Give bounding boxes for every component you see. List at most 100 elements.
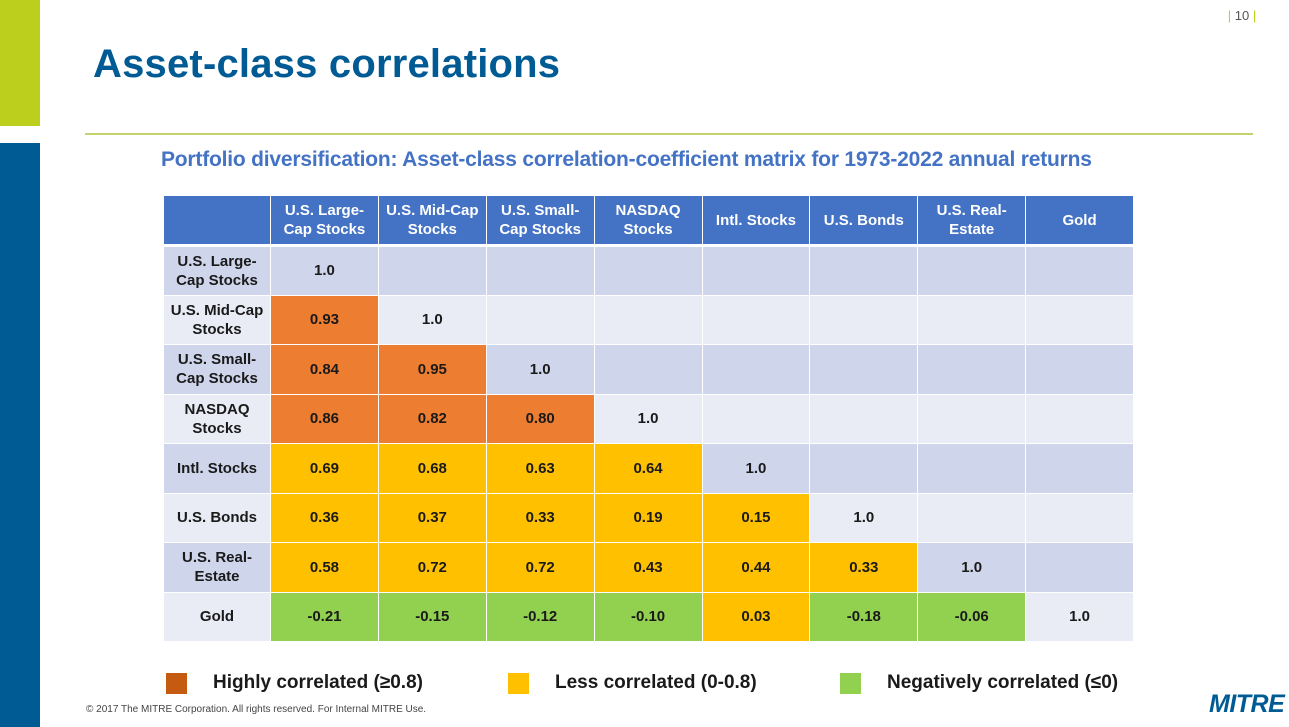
matrix-cell: 0.72 <box>485 542 595 593</box>
matrix-cell: 0.03 <box>701 591 811 642</box>
matrix-cell: 0.72 <box>377 542 487 593</box>
matrix-cell <box>593 245 703 296</box>
matrix-cell: -0.21 <box>270 591 379 642</box>
matrix-cell: -0.18 <box>809 591 919 642</box>
matrix-row: Gold -0.21 -0.15 -0.12 -0.10 0.03 -0.18 -0.06 1.… <box>163 591 1134 642</box>
matrix-cell: 0.15 <box>701 492 811 543</box>
matrix-cell: 1.0 <box>270 245 379 296</box>
matrix-cell: 0.80 <box>485 393 595 444</box>
column-header: NASDAQ Stocks <box>593 195 703 247</box>
matrix-cell: 0.44 <box>701 542 811 593</box>
matrix-cell: 1.0 <box>809 492 919 543</box>
matrix-cell: 0.95 <box>377 344 487 395</box>
column-header: U.S. Large-Cap Stocks <box>270 195 379 247</box>
matrix-cell <box>917 492 1027 543</box>
column-header: U.S. Real-Estate <box>917 195 1027 247</box>
matrix-cell <box>809 393 919 444</box>
legend-swatch <box>166 672 187 694</box>
title-divider <box>85 133 1253 135</box>
matrix-cell: -0.12 <box>485 591 595 642</box>
matrix-cell <box>917 344 1027 395</box>
row-header: U.S. Small-Cap Stocks <box>163 344 271 395</box>
matrix-cell <box>701 294 811 345</box>
matrix-cell <box>917 443 1027 494</box>
accent-bar-green <box>0 0 40 126</box>
matrix-cell <box>701 344 811 395</box>
matrix-cell: 1.0 <box>377 294 487 345</box>
row-header: U.S. Large-Cap Stocks <box>163 245 271 296</box>
matrix-cell <box>701 393 811 444</box>
legend-label: Less correlated (0-0.8) <box>555 672 757 693</box>
correlation-matrix: U.S. Large-Cap Stocks U.S. Mid-Cap Stock… <box>163 195 1134 642</box>
footer-copyright: © 2017 The MITRE Corporation. All rights… <box>86 704 427 715</box>
matrix-cell: 0.93 <box>270 294 379 345</box>
matrix-cell <box>593 344 703 395</box>
matrix-cell: 0.63 <box>485 443 595 494</box>
matrix-cell: 0.64 <box>593 443 703 494</box>
matrix-cell <box>485 245 595 296</box>
matrix-cell: 1.0 <box>593 393 703 444</box>
row-header: U.S. Mid-Cap Stocks <box>163 294 271 345</box>
matrix-cell: 0.86 <box>270 393 379 444</box>
matrix-cell <box>377 245 487 296</box>
row-header: Intl. Stocks <box>163 443 271 494</box>
matrix-cell <box>809 443 919 494</box>
matrix-cell: -0.10 <box>593 591 703 642</box>
matrix-subtitle: Portfolio diversification: Asset-class c… <box>161 148 1092 171</box>
row-header: U.S. Bonds <box>163 492 271 543</box>
column-header: Gold <box>1025 195 1134 247</box>
legend-label: Negatively correlated (≤0) <box>887 672 1119 693</box>
matrix-cell: 1.0 <box>1025 591 1134 642</box>
matrix-row: U.S. Real-Estate 0.58 0.72 0.72 0.43 0.44 0.33… <box>163 542 1134 593</box>
matrix-cell <box>593 294 703 345</box>
row-header: Gold <box>163 591 271 642</box>
matrix-cell <box>1025 542 1134 593</box>
matrix-cell <box>1025 294 1134 345</box>
matrix-row: U.S. Mid-Cap Stocks 0.93 1.0 <box>163 294 1134 345</box>
matrix-cell <box>809 294 919 345</box>
accent-bar-blue <box>0 143 40 727</box>
matrix-cell <box>1025 344 1134 395</box>
legend-item-less: Less correlated (0-0.8) <box>508 670 757 696</box>
slide-title: Asset-class correlations <box>93 42 561 86</box>
matrix-cell: -0.15 <box>377 591 487 642</box>
matrix-cell <box>1025 492 1134 543</box>
matrix-cell: 0.58 <box>270 542 379 593</box>
matrix-row: U.S. Bonds 0.36 0.37 0.33 0.19 0.15 1.0 <box>163 492 1134 543</box>
matrix-cell: 1.0 <box>485 344 595 395</box>
mitre-logo: MITRE <box>1209 690 1285 718</box>
legend-item-high: Highly correlated (≥0.8) <box>166 670 423 696</box>
legend-swatch <box>508 672 529 694</box>
matrix-cell: 0.33 <box>809 542 919 593</box>
column-header: U.S. Small-Cap Stocks <box>485 195 595 247</box>
row-header: U.S. Real-Estate <box>163 542 271 593</box>
matrix-cell <box>917 294 1027 345</box>
matrix-cell <box>1025 245 1134 296</box>
matrix-cell: -0.06 <box>917 591 1027 642</box>
legend-swatch <box>840 672 861 694</box>
legend-item-negative: Negatively correlated (≤0) <box>840 670 1118 696</box>
matrix-row: U.S. Large-Cap Stocks 1.0 <box>163 245 1134 296</box>
matrix-cell <box>485 294 595 345</box>
matrix-cell: 0.19 <box>593 492 703 543</box>
legend-label: Highly correlated (≥0.8) <box>213 672 423 693</box>
matrix-row: U.S. Small-Cap Stocks 0.84 0.95 1.0 <box>163 344 1134 395</box>
matrix-cell: 0.43 <box>593 542 703 593</box>
matrix-cell: 0.82 <box>377 393 487 444</box>
matrix-cell <box>809 245 919 296</box>
matrix-cell <box>1025 393 1134 444</box>
column-header: Intl. Stocks <box>701 195 811 247</box>
page-number: | 10 | <box>1227 8 1257 23</box>
column-header: U.S. Mid-Cap Stocks <box>377 195 487 247</box>
matrix-cell <box>1025 443 1134 494</box>
matrix-cell: 0.68 <box>377 443 487 494</box>
matrix-cell: 0.33 <box>485 492 595 543</box>
matrix-header-row: U.S. Large-Cap Stocks U.S. Mid-Cap Stock… <box>163 195 1134 247</box>
matrix-cell: 1.0 <box>917 542 1027 593</box>
matrix-cell: 0.37 <box>377 492 487 543</box>
matrix-corner-cell <box>163 195 271 247</box>
matrix-cell <box>701 245 811 296</box>
matrix-cell <box>917 393 1027 444</box>
matrix-cell: 0.69 <box>270 443 379 494</box>
matrix-cell: 0.36 <box>270 492 379 543</box>
